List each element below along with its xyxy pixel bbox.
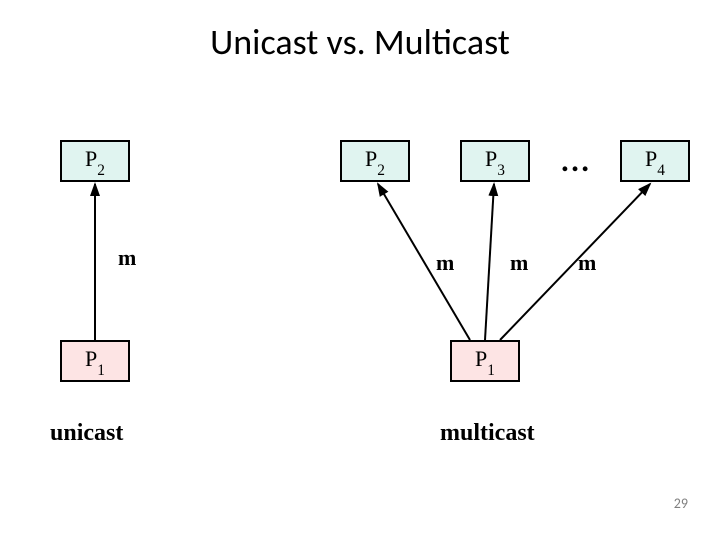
node-label: P1 [85,346,105,376]
node-label: P2 [85,146,105,176]
slide-title: Unicast vs. Multicast [0,20,720,64]
ellipsis-icon: … [560,145,592,179]
multicast-top-node-1: P3 [460,140,530,182]
node-base: P [85,346,97,371]
unicast-bottom-node: P1 [60,340,130,382]
multicast-bottom-node: P1 [450,340,520,382]
node-sub: 4 [657,162,665,179]
node-label: P1 [475,346,495,376]
node-sub: 1 [487,362,495,379]
node-label: P3 [485,146,505,176]
multicast-message-label-2: m [578,250,596,276]
node-label: P4 [645,146,665,176]
multicast-message-label-1: m [510,250,528,276]
multicast-message-label-0: m [436,250,454,276]
node-sub: 3 [497,162,505,179]
node-base: P [475,346,487,371]
node-label: P2 [365,146,385,176]
node-base: P [645,146,657,171]
node-sub: 2 [377,162,385,179]
node-base: P [85,146,97,171]
arrows-layer [0,0,720,540]
multicast-top-node-2: P4 [620,140,690,182]
node-sub: 2 [97,162,105,179]
unicast-message-label: m [118,245,136,271]
multicast-top-node-0: P2 [340,140,410,182]
node-base: P [485,146,497,171]
unicast-top-node: P2 [60,140,130,182]
multicast-caption: multicast [440,420,535,447]
node-base: P [365,146,377,171]
node-sub: 1 [97,362,105,379]
unicast-caption: unicast [50,420,123,447]
page-number: 29 [674,495,688,512]
